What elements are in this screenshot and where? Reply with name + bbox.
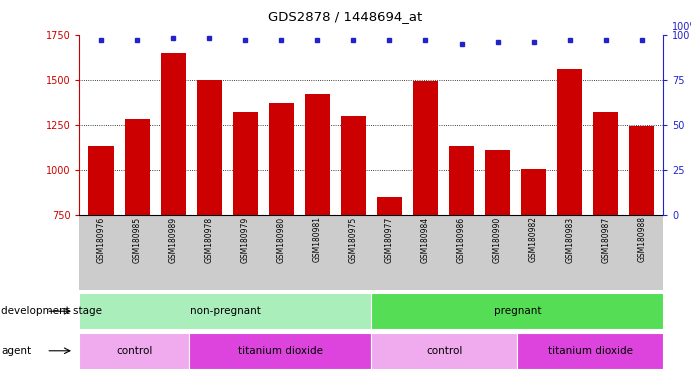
Bar [341, 116, 366, 215]
Bar [269, 103, 294, 215]
Bar [449, 146, 474, 215]
Text: development stage: development stage [1, 306, 102, 316]
Text: pregnant: pregnant [493, 306, 541, 316]
Bar [88, 146, 114, 215]
Text: control: control [116, 346, 153, 356]
Bar [197, 80, 222, 215]
Text: GDS2878 / 1448694_at: GDS2878 / 1448694_at [268, 10, 423, 23]
Bar [160, 53, 186, 215]
Bar [233, 112, 258, 215]
Text: titanium dioxide: titanium dioxide [238, 346, 323, 356]
Bar [377, 197, 402, 215]
Bar [485, 150, 510, 215]
Bar [521, 169, 546, 215]
Text: control: control [426, 346, 462, 356]
Bar [413, 81, 438, 215]
Bar [305, 94, 330, 215]
Text: 100%: 100% [672, 22, 691, 32]
Bar [124, 119, 150, 215]
Bar [593, 112, 618, 215]
Text: titanium dioxide: titanium dioxide [548, 346, 633, 356]
Text: agent: agent [1, 346, 32, 356]
Bar [629, 126, 654, 215]
Text: non-pregnant: non-pregnant [190, 306, 261, 316]
Bar [557, 69, 583, 215]
